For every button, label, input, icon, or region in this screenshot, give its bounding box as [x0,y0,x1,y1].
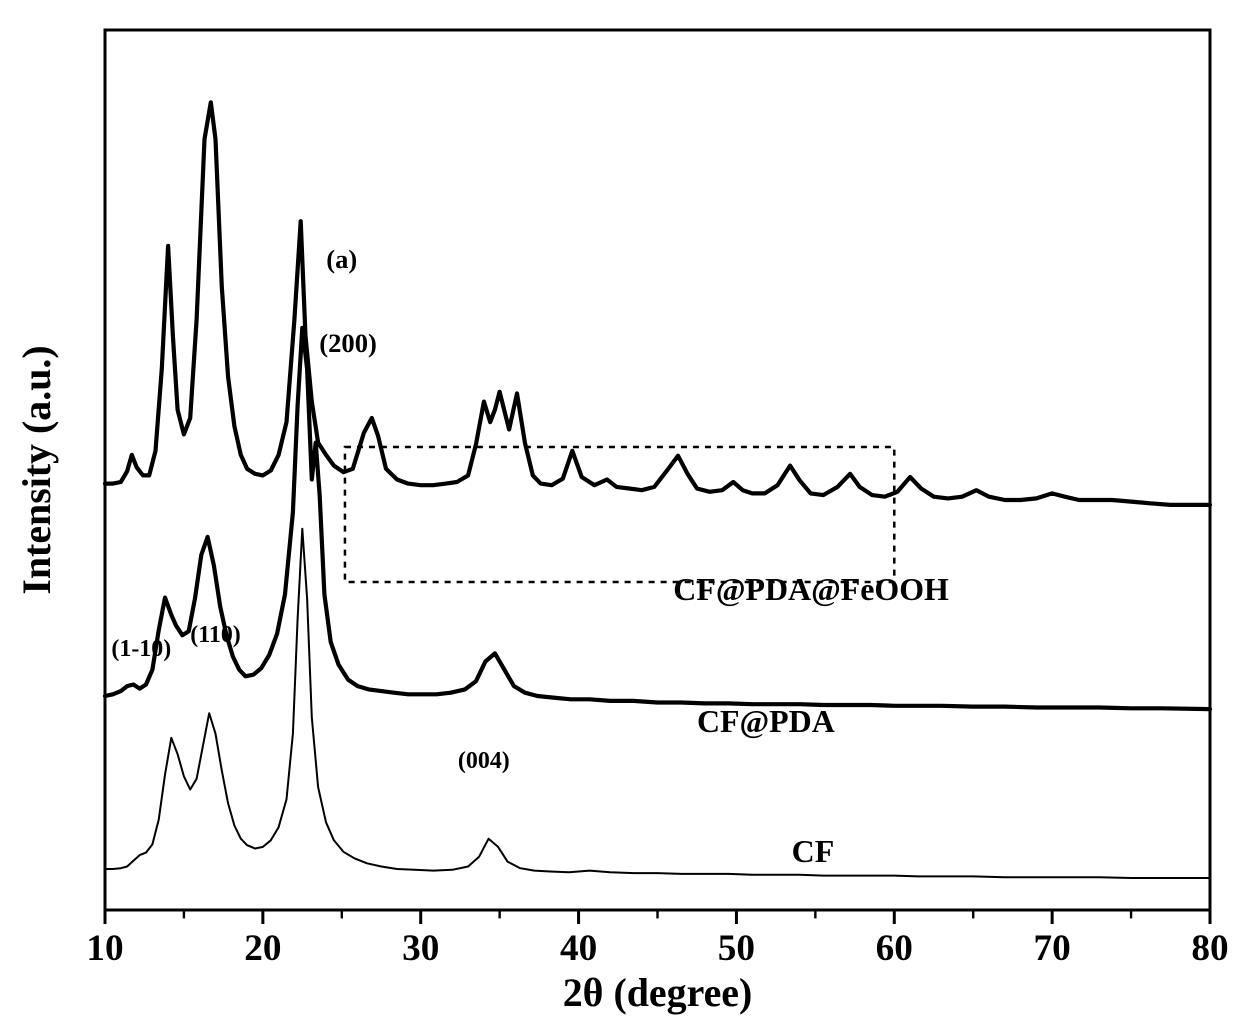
x-tick-label: 80 [1191,928,1228,969]
series-CF@PDA [105,328,1210,709]
peak-annotation: (200) [319,328,377,358]
x-tick-label: 60 [876,928,913,969]
series-label: CF@PDA@FeOOH [673,572,949,607]
x-tick-label: 10 [86,928,123,969]
peak-annotation: (a) [326,244,357,274]
y-axis-label: Intensity (a.u.) [14,345,59,594]
highlight-box [345,447,894,582]
peak-annotation: (1-10) [111,636,171,662]
x-tick-label: 30 [402,928,439,969]
x-axis-label: 2θ (degree) [563,970,753,1015]
x-tick-label: 50 [718,928,755,969]
xrd-figure: 10 20 30 40 50 60 70 80 2θ (degree) Intensity (a.… [0,0,1240,1031]
x-tick-label: 40 [560,928,597,969]
series-label: CF@PDA [697,704,835,739]
series-CF@PDA@FeOOH [105,102,1210,505]
series-label: CF [792,834,835,869]
peak-annotation: (004) [458,748,510,774]
x-tick-label: 20 [244,928,281,969]
xrd-svg: 10 20 30 40 50 60 70 80 2θ (degree) Intensity (a.… [0,0,1240,1031]
peak-annotation: (110) [190,622,241,648]
x-tick-label: 70 [1034,928,1071,969]
